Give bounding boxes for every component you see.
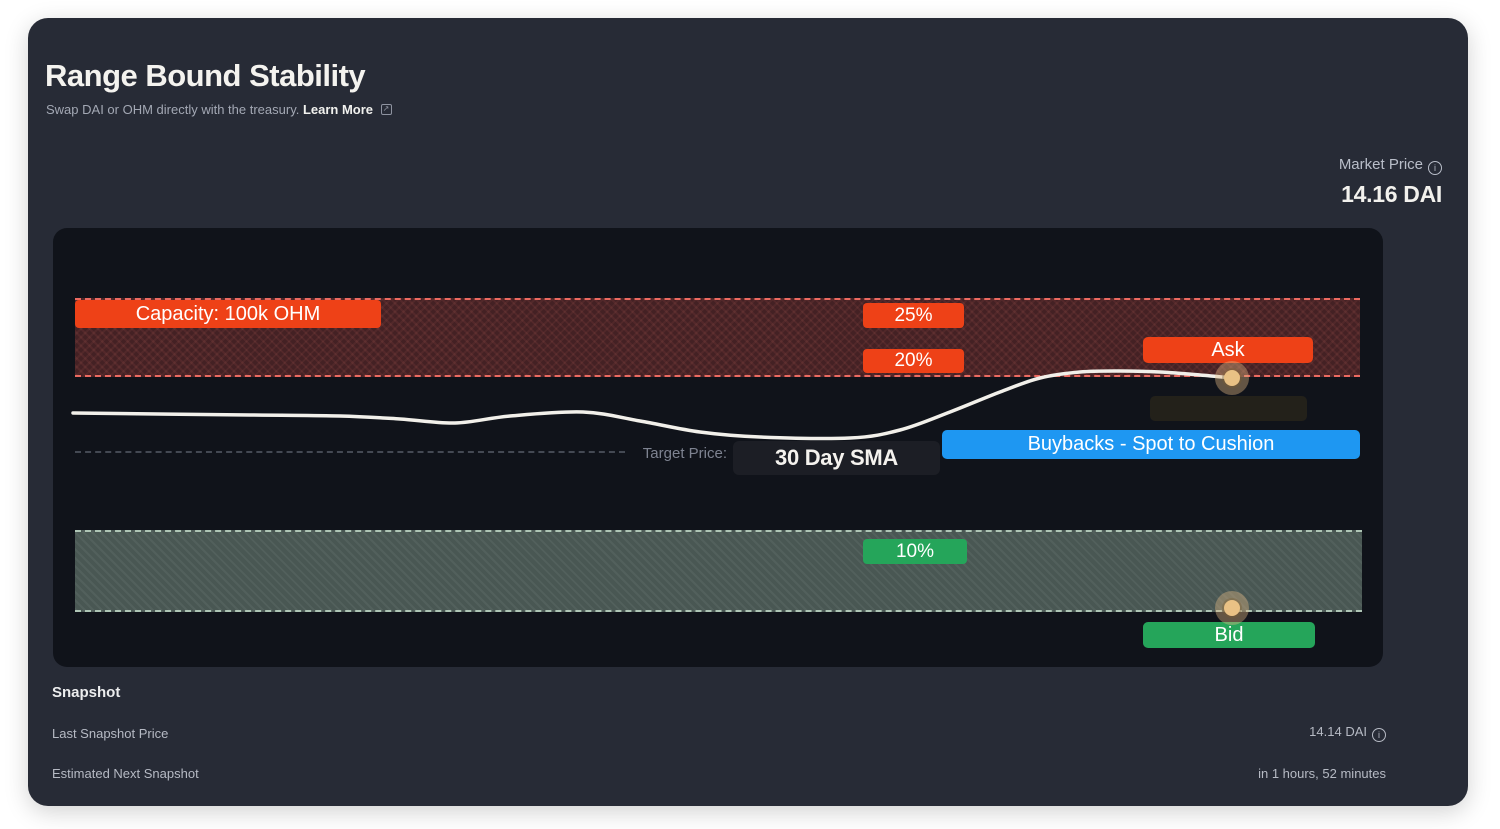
ask-price-marker bbox=[1215, 361, 1249, 395]
snapshot-row-next-snapshot: Estimated Next Snapshot in 1 hours, 52 m… bbox=[52, 764, 1386, 782]
target-price-value-box: 30 Day SMA bbox=[733, 441, 940, 475]
target-price-label: Target Price: bbox=[642, 445, 727, 462]
price-tooltip-box bbox=[1150, 396, 1307, 421]
bid-price-marker bbox=[1215, 591, 1249, 625]
bid-range-band bbox=[75, 530, 1362, 612]
target-price-dashed-line bbox=[75, 451, 625, 453]
info-icon[interactable] bbox=[1428, 161, 1442, 175]
buybacks-status-badge: Buybacks - Spot to Cushion bbox=[942, 430, 1360, 459]
info-icon[interactable] bbox=[1372, 728, 1386, 742]
external-link-icon[interactable] bbox=[380, 104, 392, 115]
ask-badge: Ask bbox=[1143, 337, 1313, 363]
subtitle-text: Swap DAI or OHM directly with the treasu… bbox=[46, 102, 300, 117]
wall-spread-badge: 25% bbox=[863, 303, 964, 328]
snapshot-heading: Snapshot bbox=[52, 684, 121, 701]
market-price-value: 14.16 DAI bbox=[1341, 181, 1442, 207]
market-price-label: Market Price bbox=[1339, 156, 1442, 175]
page-title: Range Bound Stability bbox=[45, 58, 366, 93]
page-subtitle: Swap DAI or OHM directly with the treasu… bbox=[46, 102, 392, 117]
upper-cushion-spread-badge: 20% bbox=[863, 349, 964, 373]
snapshot-row-value: in 1 hours, 52 minutes bbox=[1258, 765, 1386, 781]
lower-cushion-spread-badge: 10% bbox=[863, 539, 967, 564]
learn-more-link[interactable]: Learn More bbox=[302, 102, 374, 117]
snapshot-row-label: Last Snapshot Price bbox=[52, 725, 169, 741]
market-price-block: Market Price 14.16 DAI bbox=[1339, 156, 1442, 208]
snapshot-row-label: Estimated Next Snapshot bbox=[52, 765, 199, 781]
snapshot-row-value: 14.14 DAI bbox=[1309, 724, 1386, 742]
range-chart[interactable]: Capacity: 100k OHM 25% 20% Ask Target Pr… bbox=[53, 228, 1383, 667]
capacity-badge: Capacity: 100k OHM bbox=[75, 300, 381, 328]
price-line-series bbox=[71, 369, 1234, 441]
snapshot-row-last-price: Last Snapshot Price 14.14 DAI bbox=[52, 724, 1386, 742]
bid-badge: Bid bbox=[1143, 622, 1315, 648]
price-line-chart bbox=[71, 369, 1234, 441]
range-bound-stability-card: Range Bound Stability Swap DAI or OHM di… bbox=[28, 18, 1468, 806]
